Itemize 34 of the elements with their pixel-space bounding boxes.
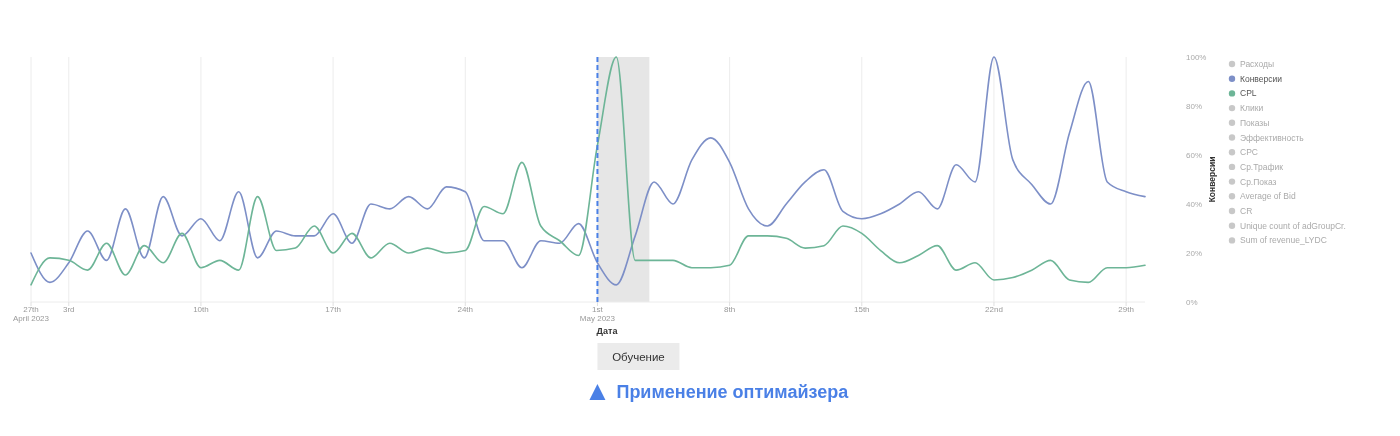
x-axis-title: Дата bbox=[596, 326, 619, 336]
text: Обучение bbox=[612, 350, 665, 363]
x-tick-label: 1st May 2023 bbox=[579, 305, 616, 323]
x-tick-label: 15th bbox=[853, 305, 870, 314]
x-tick-label: 8th bbox=[724, 305, 736, 314]
x-tick-label: 22nd bbox=[985, 305, 1003, 314]
legend-label: Ср.Показ bbox=[1240, 176, 1277, 187]
y-tick-label: 0% bbox=[1186, 298, 1198, 307]
y-tick-label: 20% bbox=[1186, 249, 1203, 258]
x-tick-label: 24th bbox=[457, 305, 474, 314]
legend-label: CPC bbox=[1240, 147, 1258, 158]
y-tick-label: 40% bbox=[1186, 200, 1203, 209]
x-tick-label: 3rd bbox=[62, 305, 75, 314]
text: 27th April 2023 bbox=[12, 305, 50, 323]
y-tick-label: 100% bbox=[1186, 53, 1207, 62]
y-tick-label: 60% bbox=[1186, 151, 1203, 160]
legend-label: Расходы bbox=[1240, 59, 1275, 69]
x-tick-label: 29th bbox=[1118, 305, 1134, 314]
legend-label: CPL bbox=[1240, 88, 1257, 99]
x-tick-label: 10th bbox=[193, 305, 209, 314]
legend-label: Sum of revenue_LYDC bbox=[1240, 235, 1327, 246]
x-tick-label: 17th bbox=[325, 305, 341, 314]
legend-label: Unique count of adGroupCr. bbox=[1240, 220, 1346, 231]
legend-label: Average of Bid bbox=[1240, 191, 1296, 202]
legend-label: Показы bbox=[1240, 117, 1270, 128]
legend-label: Конверсии bbox=[1240, 73, 1283, 84]
y-tick-label: 80% bbox=[1186, 102, 1203, 111]
y-axis-title: Конверсии bbox=[1207, 156, 1217, 203]
line-series bbox=[30, 56, 1146, 286]
legend-label: Ср.Трафик bbox=[1240, 161, 1284, 172]
legend-label: Клики bbox=[1240, 103, 1264, 114]
legend-label: Эффективность bbox=[1240, 132, 1305, 143]
legend-label: CR bbox=[1240, 206, 1253, 216]
legend-label: Применение оптимайзера bbox=[616, 382, 850, 402]
